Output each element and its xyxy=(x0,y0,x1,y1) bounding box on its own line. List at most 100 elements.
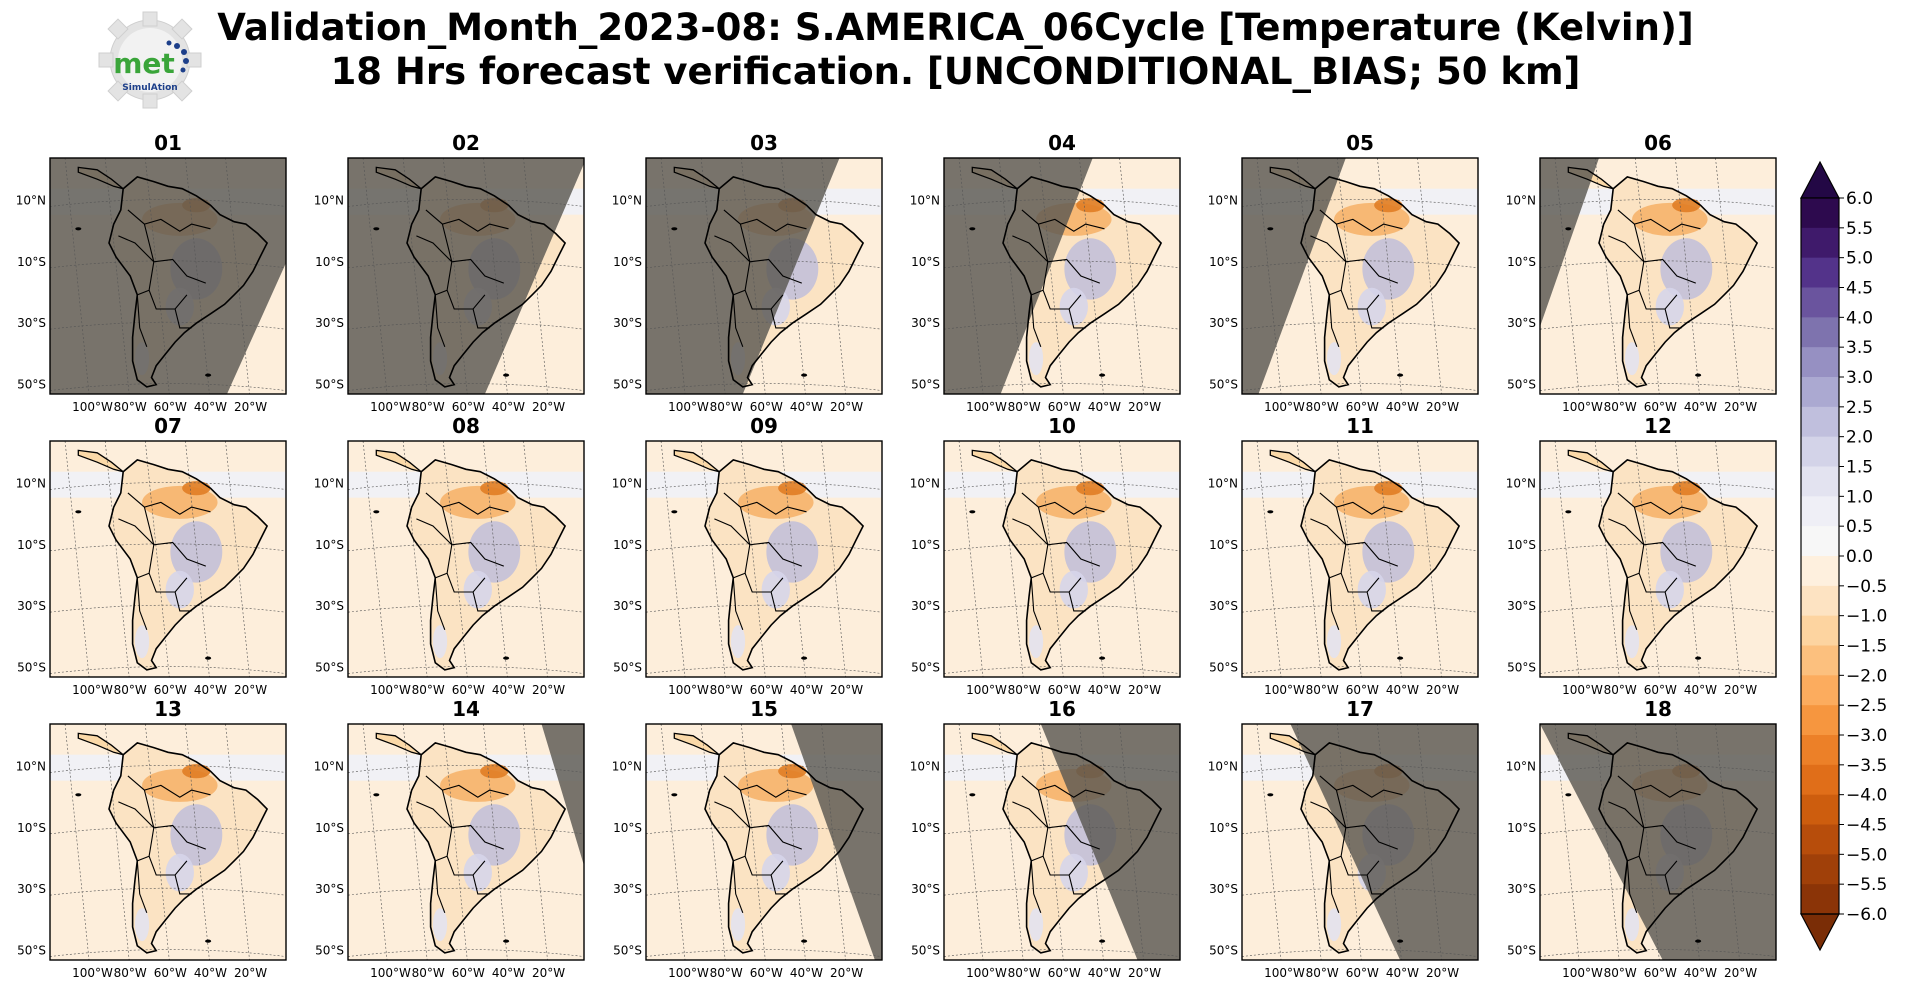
lon-tick-label: 20°W xyxy=(1426,966,1459,980)
lon-tick-label: 80°W xyxy=(412,966,445,980)
lat-tick-label: 50°S xyxy=(1209,661,1238,675)
lon-tick-label: 20°W xyxy=(234,966,267,980)
coastline-central-america xyxy=(971,166,1018,190)
colorbar-segment xyxy=(1801,735,1839,766)
lon-tick-label: 80°W xyxy=(1306,683,1339,697)
panel-frame xyxy=(1241,723,1479,961)
country-border xyxy=(425,209,509,232)
country-border xyxy=(416,518,504,567)
panel-frame xyxy=(1539,440,1777,678)
latitude-gridline xyxy=(50,765,286,773)
longitude-gridline xyxy=(1594,441,1620,677)
colorbar-tick-label: −3.5 xyxy=(1846,756,1887,776)
latitude-gridline xyxy=(348,949,584,957)
country-border xyxy=(1328,855,1342,913)
night-shading xyxy=(1040,724,1180,960)
panel-title: 16 xyxy=(1048,697,1076,721)
country-border xyxy=(118,235,206,284)
title-line-1: Validation_Month_2023-08: S.AMERICA_06Cy… xyxy=(217,6,1694,49)
longitude-gridline xyxy=(1715,158,1740,394)
country-border xyxy=(434,289,448,347)
falkland-island xyxy=(801,373,808,377)
country-border xyxy=(1030,855,1044,913)
lat-tick-label: 50°S xyxy=(17,378,46,392)
lat-tick-label: 10°S xyxy=(1507,538,1536,552)
latitude-gridline xyxy=(1242,321,1478,330)
country-border xyxy=(714,518,802,567)
country-border xyxy=(174,591,192,612)
longitude-gridline xyxy=(1079,158,1104,394)
latitude-gridline xyxy=(348,482,584,490)
country-border xyxy=(1366,591,1384,612)
colorbar-segment xyxy=(1801,615,1839,646)
panel-frame xyxy=(347,440,585,678)
positive-bias-blob xyxy=(1362,521,1415,583)
colorbar-segment xyxy=(1801,377,1839,408)
night-shading xyxy=(944,158,1093,394)
lon-tick-label: 100°W xyxy=(1264,683,1305,697)
country-border xyxy=(1030,572,1044,630)
latitude-gridline xyxy=(1540,949,1776,957)
lat-tick-label: 10°S xyxy=(1507,821,1536,835)
country-border xyxy=(127,209,211,232)
panel-frame xyxy=(1539,723,1777,961)
colorbar-tick-label: 0.5 xyxy=(1846,517,1873,537)
colorbar-segment xyxy=(1801,705,1839,736)
colorbar-tick-label: 2.0 xyxy=(1846,428,1873,448)
colorbar-segment xyxy=(1801,794,1839,825)
falkland-island xyxy=(503,656,510,660)
longitude-gridline xyxy=(402,724,428,960)
lon-tick-label: 60°W xyxy=(154,400,187,414)
positive-bias-blob-south xyxy=(1059,570,1088,609)
longitude-gridline xyxy=(1296,158,1322,394)
lat-tick-label: 10°N xyxy=(612,476,642,490)
country-border xyxy=(1310,518,1398,567)
falkland-island xyxy=(205,373,212,377)
coastline-central-america xyxy=(673,166,720,190)
latitude-gridline xyxy=(1540,199,1776,207)
lat-tick-label: 50°S xyxy=(1209,944,1238,958)
lon-tick-label: 80°W xyxy=(412,683,445,697)
panel-frame xyxy=(347,723,585,961)
latitude-gridline xyxy=(348,826,584,835)
lat-tick-label: 10°S xyxy=(613,821,642,835)
longitude-gridline xyxy=(1377,724,1402,960)
andes-bias-blob xyxy=(1028,342,1044,376)
night-shading xyxy=(1540,158,1599,394)
lon-tick-label: 100°W xyxy=(1562,400,1603,414)
country-border xyxy=(732,855,746,913)
colorbar-segment xyxy=(1801,884,1839,915)
longitude-gridline xyxy=(700,441,726,677)
lon-tick-label: 80°W xyxy=(1008,400,1041,414)
map-panel-12: 12 10°N 10°S 30°S 50°S 100°W 80°W 60°W 40°W 20°W xyxy=(1506,414,1777,697)
country-border xyxy=(136,572,150,630)
lon-tick-label: 80°W xyxy=(1008,683,1041,697)
lat-tick-label: 30°S xyxy=(1507,882,1536,896)
lon-tick-label: 80°W xyxy=(1604,400,1637,414)
longitude-gridline xyxy=(185,158,210,394)
country-border xyxy=(1626,855,1640,913)
coastline-central-america xyxy=(673,449,720,473)
galapagos-island xyxy=(75,510,82,514)
strong-negative-bias-blob xyxy=(1672,481,1701,496)
andes-bias-blob xyxy=(1326,625,1342,659)
latitude-gridline xyxy=(646,199,882,207)
latitude-gridline xyxy=(50,887,286,896)
country-border xyxy=(1608,235,1696,284)
longitude-gridline xyxy=(523,724,548,960)
lat-tick-label: 50°S xyxy=(315,378,344,392)
colorbar-tick-label: 3.5 xyxy=(1846,338,1873,358)
colorbar-segment xyxy=(1801,854,1839,885)
longitude-gridline xyxy=(185,441,210,677)
positive-bias-blob xyxy=(1064,238,1117,300)
latitude-gridline xyxy=(1540,321,1776,330)
coastline-central-america xyxy=(971,449,1018,473)
night-shading xyxy=(1290,724,1478,960)
lon-tick-label: 20°W xyxy=(830,400,863,414)
falkland-island xyxy=(503,939,510,943)
latitude-gridline xyxy=(1242,826,1478,835)
lat-tick-label: 10°N xyxy=(1506,193,1536,207)
night-shading xyxy=(791,724,882,960)
panel-frame xyxy=(645,440,883,678)
country-border xyxy=(1012,518,1100,567)
